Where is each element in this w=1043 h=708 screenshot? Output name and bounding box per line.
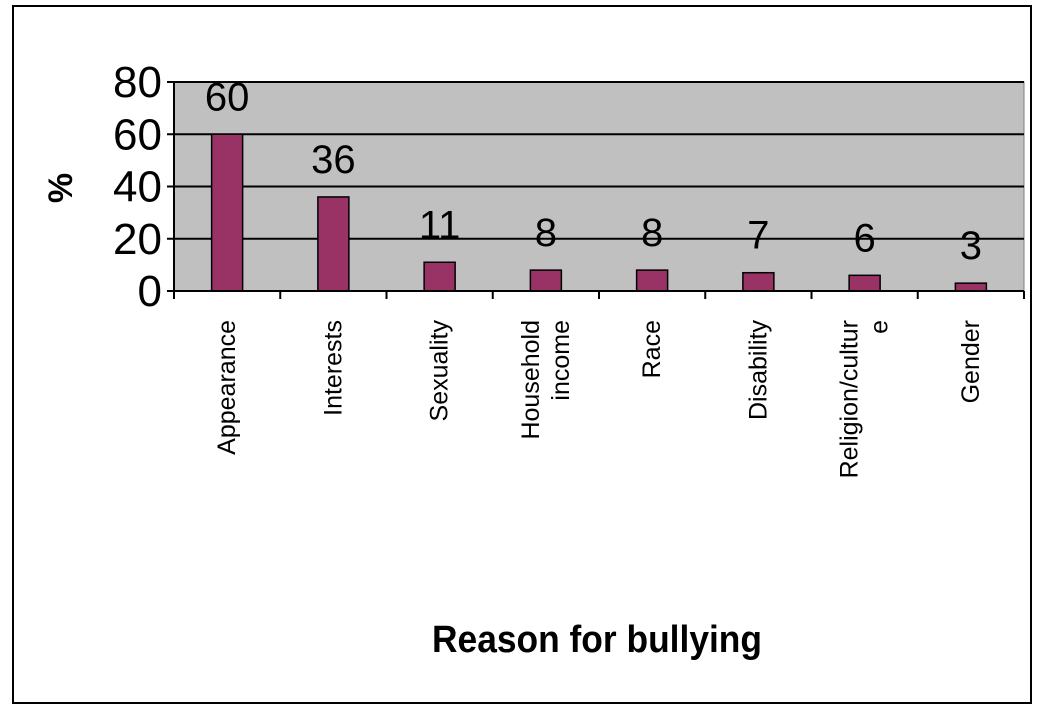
data-label: 11 bbox=[419, 203, 461, 247]
y-tick-label: 80 bbox=[113, 58, 162, 107]
gridlines bbox=[174, 81, 1024, 240]
data-label: 8 bbox=[535, 211, 557, 255]
data-label: 60 bbox=[205, 75, 250, 119]
data-label: 8 bbox=[641, 211, 663, 255]
bar bbox=[954, 282, 988, 292]
x-tick-label: Appearance bbox=[213, 320, 241, 455]
bars bbox=[210, 133, 988, 292]
data-label: 36 bbox=[311, 138, 356, 182]
x-tick-label-line: income bbox=[547, 320, 575, 401]
x-tick-label-line: Appearance bbox=[213, 320, 241, 455]
y-tick-label: 60 bbox=[113, 110, 162, 159]
x-axis-label: Reason for bullying bbox=[432, 619, 762, 661]
x-tick-labels: Appearance Interests Sexuality Household inc… bbox=[213, 320, 985, 479]
y-tick-label: 0 bbox=[138, 267, 162, 316]
x-tick-label-line: Sexuality bbox=[426, 320, 454, 422]
x-tick-label: Household income bbox=[517, 320, 575, 440]
data-labels: 60 36 11 8 8 7 6 3 bbox=[205, 75, 982, 268]
x-tick-label: Gender bbox=[957, 320, 985, 403]
x-tick-label: Interests bbox=[319, 320, 347, 416]
x-tick-label: Religion/cultur e bbox=[836, 320, 894, 478]
bar bbox=[635, 269, 669, 292]
axes bbox=[167, 81, 1025, 299]
data-label: 7 bbox=[747, 214, 769, 258]
bar bbox=[423, 261, 456, 292]
bar bbox=[529, 269, 563, 292]
data-label: 6 bbox=[854, 216, 876, 260]
y-tick-label: 20 bbox=[113, 215, 162, 264]
x-tick-label-line: Household bbox=[517, 320, 545, 440]
bar bbox=[317, 196, 350, 292]
data-label: 3 bbox=[960, 224, 982, 268]
bar bbox=[210, 133, 244, 292]
x-tick-label: Disability bbox=[744, 320, 772, 421]
y-axis-label: % bbox=[42, 173, 80, 203]
x-tick-label: Sexuality bbox=[426, 320, 454, 422]
x-tick-label: Race bbox=[638, 320, 666, 378]
x-tick-label-line: Race bbox=[638, 320, 666, 378]
bar bbox=[742, 271, 775, 292]
x-tick-label-line: Disability bbox=[744, 320, 772, 421]
x-tick-label-line: Religion/cultur bbox=[836, 320, 864, 478]
x-tick-label-line: Gender bbox=[957, 320, 985, 403]
x-tick-label-line: Interests bbox=[319, 320, 347, 416]
y-tick-label: 40 bbox=[113, 163, 162, 212]
bar bbox=[848, 274, 881, 292]
x-tick-label-line: e bbox=[866, 320, 894, 334]
